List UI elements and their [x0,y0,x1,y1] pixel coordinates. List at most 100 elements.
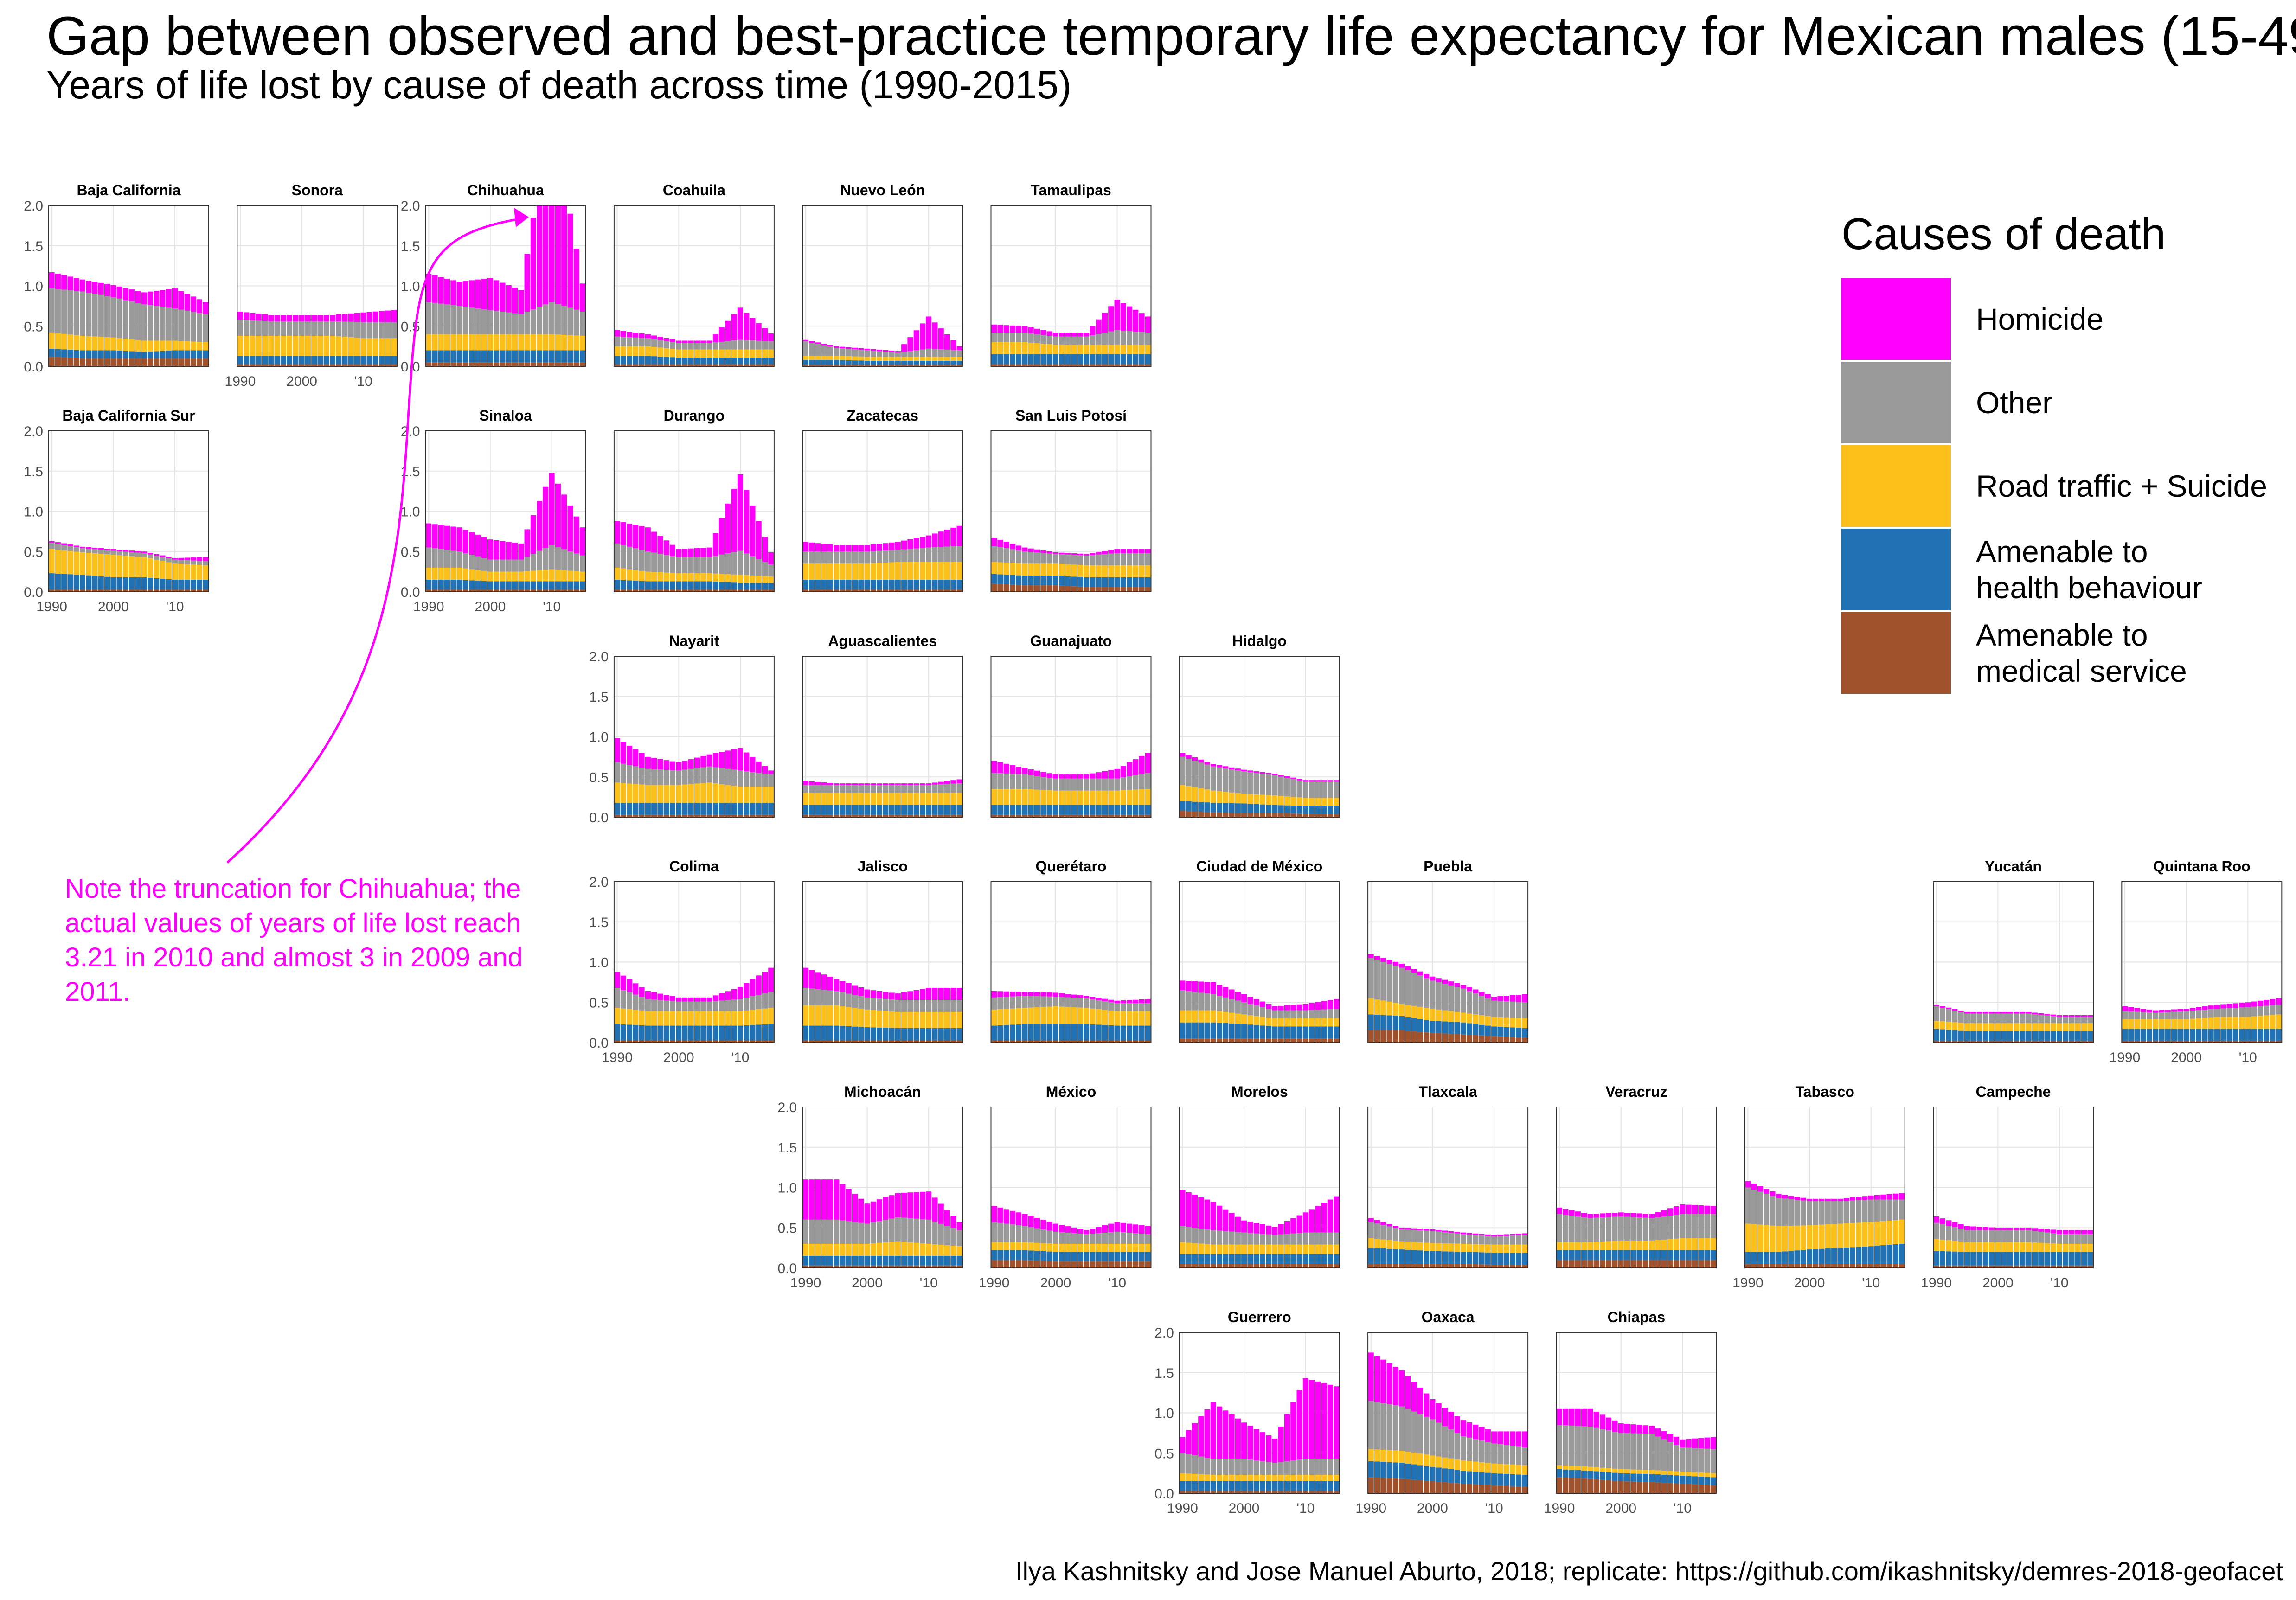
bar-segment-road-traffic-suicide [2220,1017,2226,1029]
bar-segment-homicide [821,974,827,990]
bar-segment-amenable-to-health-behaviour [1661,1250,1667,1260]
bar-segment-homicide [2026,1012,2032,1014]
bar-segment-homicide [1272,1006,1278,1011]
bar-segment-amenable-to-medical-service [657,1040,663,1043]
bar-segment-amenable-to-health-behaviour [1309,1026,1315,1039]
bar-segment-road-traffic-suicide [122,339,128,351]
bar-segment-homicide [1278,1224,1284,1235]
bar-segment-amenable-to-health-behaviour [1411,1464,1417,1480]
bar-segment-amenable-to-medical-service [663,814,669,817]
bar-segment-other [1782,1198,1788,1226]
bar-segment-amenable-to-health-behaviour [852,805,858,815]
bar-segment-homicide [561,494,567,550]
bar-segment-amenable-to-medical-service [1090,587,1096,592]
bar-segment-other [657,554,663,573]
bar-segment-amenable-to-health-behaviour [2044,1031,2050,1041]
bar-segment-amenable-to-health-behaviour [203,579,209,589]
bar-segment-road-traffic-suicide [944,562,950,580]
bar-segment-amenable-to-medical-service [61,589,67,592]
bar-segment-amenable-to-medical-service [1077,814,1083,817]
bar-segment-homicide [1321,780,1327,782]
bar-segment-road-traffic-suicide [1557,1242,1563,1250]
bar-segment-amenable-to-health-behaviour [870,579,876,589]
bar-segment-road-traffic-suicide [2056,1243,2063,1252]
bar-segment-homicide [1090,773,1096,779]
bar-segment-road-traffic-suicide [329,336,336,356]
bar-segment-amenable-to-medical-service [907,1265,913,1268]
bar-segment-amenable-to-medical-service [1139,587,1145,592]
bar-segment-road-traffic-suicide [815,356,821,360]
bar-segment-amenable-to-health-behaviour [725,802,731,815]
bar-segment-amenable-to-medical-service [997,1260,1003,1268]
bar-segment-road-traffic-suicide [669,349,675,358]
bar-segment-homicide [1247,1426,1253,1460]
bar-segment-amenable-to-medical-service [815,1040,821,1043]
bar-segment-homicide [802,1179,808,1220]
bar-segment-other [462,307,468,334]
bar-segment-homicide [1417,1229,1423,1230]
bar-segment-road-traffic-suicide [950,1012,956,1028]
bar-segment-homicide [1180,1190,1186,1226]
bar-segment-other [190,312,196,342]
bar-segment-homicide [633,983,639,995]
bar-segment-homicide [1034,549,1040,553]
bar-segment-road-traffic-suicide [2208,1017,2214,1029]
bar-segment-amenable-to-health-behaviour [870,360,876,365]
bar-segment-other [487,559,493,572]
bar-segment-homicide [2063,1230,2069,1235]
bar-segment-other [1302,1459,1308,1475]
bar-segment-amenable-to-medical-service [1052,364,1058,366]
bar-segment-homicide [543,486,549,548]
bar-segment-amenable-to-medical-service [901,1265,907,1268]
bar-segment-road-traffic-suicide [1970,1023,1976,1031]
bar-segment-other [991,1222,997,1242]
bar-segment-amenable-to-medical-service [98,358,104,366]
bar-segment-homicide [895,351,901,353]
bar-segment-amenable-to-medical-service [1229,1038,1235,1043]
bar-segment-amenable-to-medical-service [1003,814,1009,817]
bar-segment-road-traffic-suicide [809,1005,815,1026]
bar-segment-other [1009,1224,1015,1242]
bar-segment-amenable-to-medical-service [827,814,833,817]
bar-segment-amenable-to-medical-service [725,1040,731,1043]
bar-segment-road-traffic-suicide [1405,1452,1411,1464]
bar-segment-road-traffic-suicide [895,1012,901,1028]
bar-segment-other [1084,555,1090,565]
bar-segment-homicide [1145,1226,1151,1235]
bar-segment-other [756,559,762,576]
bar-segment-amenable-to-health-behaviour [827,1255,833,1266]
bar-segment-homicide [2069,1230,2075,1235]
bar-segment-other [2081,1234,2087,1244]
bar-segment-amenable-to-medical-service [1399,1264,1405,1268]
bar-segment-amenable-to-health-behaviour [1509,1474,1515,1486]
bar-segment-amenable-to-health-behaviour [1022,1250,1028,1260]
bar-segment-amenable-to-health-behaviour [1380,1015,1386,1030]
bar-segment-amenable-to-health-behaviour [2239,1029,2245,1041]
bar-segment-other [1272,775,1278,796]
bar-segment-homicide [877,783,883,785]
bar-segment-other [858,350,864,357]
bar-segment-other [956,1000,962,1012]
bar-segment-homicide [2146,1009,2153,1013]
bar-segment-homicide [2001,1012,2007,1014]
bar-segment-amenable-to-medical-service [1448,1034,1454,1043]
bar-segment-amenable-to-health-behaviour [919,1028,925,1040]
bar-segment-homicide [1284,776,1290,778]
bar-segment-amenable-to-medical-service [1386,1478,1392,1493]
bar-segment-amenable-to-medical-service [639,589,645,592]
bar-segment-amenable-to-health-behaviour [1204,1481,1210,1491]
bar-segment-amenable-to-medical-service [1120,364,1126,366]
bar-segment-other [2171,1011,2177,1019]
bar-segment-road-traffic-suicide [614,1008,620,1024]
bar-segment-amenable-to-medical-service [809,1040,815,1043]
bar-segment-road-traffic-suicide [840,1006,846,1026]
bar-segment-amenable-to-health-behaviour [809,1025,815,1040]
bar-segment-amenable-to-health-behaviour [731,582,737,589]
bar-segment-amenable-to-medical-service [1204,812,1210,817]
bar-segment-road-traffic-suicide [1593,1242,1599,1250]
bar-segment-amenable-to-health-behaviour [1145,805,1151,815]
bar-segment-amenable-to-health-behaviour [1108,1025,1114,1040]
bar-segment-amenable-to-health-behaviour [895,1028,901,1040]
bar-segment-homicide [1958,1224,1964,1229]
bar-segment-amenable-to-medical-service [2245,1041,2251,1043]
